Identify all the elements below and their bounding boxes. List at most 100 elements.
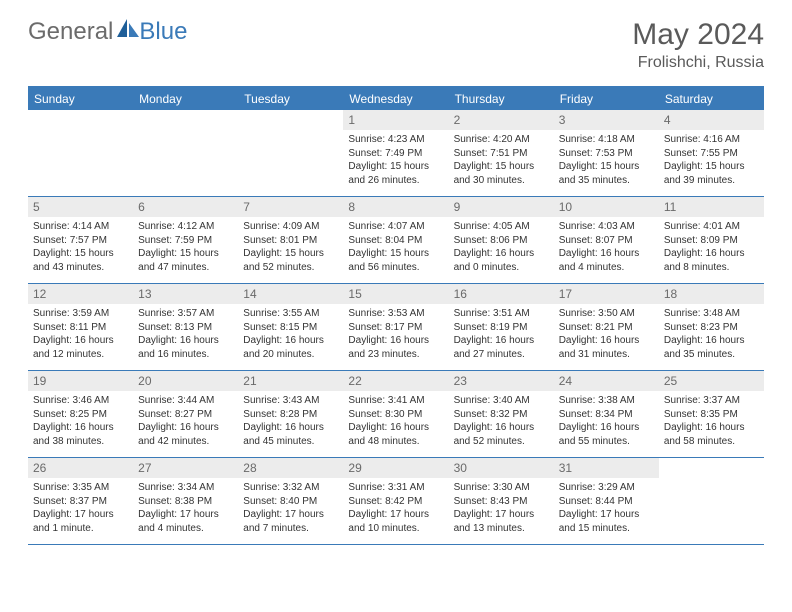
sunrise-text: Sunrise: 4:09 AM <box>243 220 338 234</box>
daylight-text: Daylight: 17 hours and 10 minutes. <box>348 508 443 535</box>
calendar: Sunday Monday Tuesday Wednesday Thursday… <box>28 86 764 545</box>
sunrise-text: Sunrise: 4:18 AM <box>559 133 654 147</box>
sunrise-text: Sunrise: 4:14 AM <box>33 220 128 234</box>
sunrise-text: Sunrise: 3:29 AM <box>559 481 654 495</box>
sunset-text: Sunset: 8:09 PM <box>664 234 759 248</box>
day-cell <box>133 110 238 196</box>
sunrise-text: Sunrise: 3:46 AM <box>33 394 128 408</box>
sunrise-text: Sunrise: 3:32 AM <box>243 481 338 495</box>
day-header-row: Sunday Monday Tuesday Wednesday Thursday… <box>28 88 764 110</box>
day-number: 10 <box>554 197 659 217</box>
daylight-text: Daylight: 16 hours and 12 minutes. <box>33 334 128 361</box>
daylight-text: Daylight: 15 hours and 52 minutes. <box>243 247 338 274</box>
day-cell: 16Sunrise: 3:51 AMSunset: 8:19 PMDayligh… <box>449 284 554 370</box>
daylight-text: Daylight: 15 hours and 43 minutes. <box>33 247 128 274</box>
sunrise-text: Sunrise: 3:51 AM <box>454 307 549 321</box>
week-row: 12Sunrise: 3:59 AMSunset: 8:11 PMDayligh… <box>28 284 764 371</box>
day-number: 25 <box>659 371 764 391</box>
daylight-text: Daylight: 16 hours and 45 minutes. <box>243 421 338 448</box>
sunset-text: Sunset: 7:49 PM <box>348 147 443 161</box>
day-cell: 14Sunrise: 3:55 AMSunset: 8:15 PMDayligh… <box>238 284 343 370</box>
sunrise-text: Sunrise: 3:37 AM <box>664 394 759 408</box>
sunrise-text: Sunrise: 4:05 AM <box>454 220 549 234</box>
day-cell: 19Sunrise: 3:46 AMSunset: 8:25 PMDayligh… <box>28 371 133 457</box>
day-number: 17 <box>554 284 659 304</box>
day-number: 2 <box>449 110 554 130</box>
day-cell: 12Sunrise: 3:59 AMSunset: 8:11 PMDayligh… <box>28 284 133 370</box>
sunset-text: Sunset: 8:19 PM <box>454 321 549 335</box>
daylight-text: Daylight: 17 hours and 15 minutes. <box>559 508 654 535</box>
daylight-text: Daylight: 15 hours and 39 minutes. <box>664 160 759 187</box>
sunset-text: Sunset: 7:51 PM <box>454 147 549 161</box>
sunrise-text: Sunrise: 3:44 AM <box>138 394 233 408</box>
sunrise-text: Sunrise: 4:16 AM <box>664 133 759 147</box>
sunset-text: Sunset: 8:07 PM <box>559 234 654 248</box>
day-number: 21 <box>238 371 343 391</box>
day-cell: 1Sunrise: 4:23 AMSunset: 7:49 PMDaylight… <box>343 110 448 196</box>
sunset-text: Sunset: 8:40 PM <box>243 495 338 509</box>
weeks-container: 1Sunrise: 4:23 AMSunset: 7:49 PMDaylight… <box>28 110 764 545</box>
day-cell: 23Sunrise: 3:40 AMSunset: 8:32 PMDayligh… <box>449 371 554 457</box>
sunset-text: Sunset: 8:37 PM <box>33 495 128 509</box>
sunset-text: Sunset: 8:34 PM <box>559 408 654 422</box>
sunset-text: Sunset: 8:35 PM <box>664 408 759 422</box>
day-cell: 29Sunrise: 3:31 AMSunset: 8:42 PMDayligh… <box>343 458 448 544</box>
day-number: 22 <box>343 371 448 391</box>
day-number: 26 <box>28 458 133 478</box>
day-number: 3 <box>554 110 659 130</box>
sunset-text: Sunset: 7:57 PM <box>33 234 128 248</box>
day-number: 4 <box>659 110 764 130</box>
sunrise-text: Sunrise: 3:35 AM <box>33 481 128 495</box>
day-cell: 13Sunrise: 3:57 AMSunset: 8:13 PMDayligh… <box>133 284 238 370</box>
sunrise-text: Sunrise: 3:40 AM <box>454 394 549 408</box>
day-number: 7 <box>238 197 343 217</box>
sunrise-text: Sunrise: 3:30 AM <box>454 481 549 495</box>
sunset-text: Sunset: 8:38 PM <box>138 495 233 509</box>
day-number: 1 <box>343 110 448 130</box>
sunset-text: Sunset: 8:06 PM <box>454 234 549 248</box>
day-header: Tuesday <box>238 88 343 110</box>
daylight-text: Daylight: 15 hours and 26 minutes. <box>348 160 443 187</box>
day-cell: 26Sunrise: 3:35 AMSunset: 8:37 PMDayligh… <box>28 458 133 544</box>
day-cell: 21 Sunrise: 3:43 AMSunset: 8:28 PMDayligh… <box>238 371 343 457</box>
sunrise-text: Sunrise: 3:59 AM <box>33 307 128 321</box>
sunset-text: Sunset: 8:28 PM <box>243 408 338 422</box>
day-number: 15 <box>343 284 448 304</box>
daylight-text: Daylight: 15 hours and 35 minutes. <box>559 160 654 187</box>
sunrise-text: Sunrise: 4:20 AM <box>454 133 549 147</box>
day-cell: 17Sunrise: 3:50 AMSunset: 8:21 PMDayligh… <box>554 284 659 370</box>
day-header: Thursday <box>449 88 554 110</box>
daylight-text: Daylight: 16 hours and 23 minutes. <box>348 334 443 361</box>
day-header: Saturday <box>659 88 764 110</box>
daylight-text: Daylight: 16 hours and 31 minutes. <box>559 334 654 361</box>
day-number: 8 <box>343 197 448 217</box>
sunrise-text: Sunrise: 3:34 AM <box>138 481 233 495</box>
day-cell: 2Sunrise: 4:20 AMSunset: 7:51 PMDaylight… <box>449 110 554 196</box>
day-number: 14 <box>238 284 343 304</box>
daylight-text: Daylight: 16 hours and 52 minutes. <box>454 421 549 448</box>
sunrise-text: Sunrise: 3:48 AM <box>664 307 759 321</box>
day-number: 13 <box>133 284 238 304</box>
daylight-text: Daylight: 15 hours and 47 minutes. <box>138 247 233 274</box>
day-number: 31 <box>554 458 659 478</box>
sunrise-text: Sunrise: 3:43 AM <box>243 394 338 408</box>
day-header: Sunday <box>28 88 133 110</box>
day-header: Wednesday <box>343 88 448 110</box>
day-cell: 6Sunrise: 4:12 AMSunset: 7:59 PMDaylight… <box>133 197 238 283</box>
title-block: May 2024 Frolishchi, Russia <box>632 18 764 72</box>
sunrise-text: Sunrise: 3:57 AM <box>138 307 233 321</box>
sunrise-text: Sunrise: 4:07 AM <box>348 220 443 234</box>
week-row: 26 Sunrise: 3:35 AMSunset: 8:37 PM Dayligh… <box>28 458 764 545</box>
sunset-text: Sunset: 8:04 PM <box>348 234 443 248</box>
day-number: 19 <box>28 371 133 391</box>
sunset-text: Sunset: 8:30 PM <box>348 408 443 422</box>
sunset-text: Sunset: 8:32 PM <box>454 408 549 422</box>
day-cell <box>28 110 133 196</box>
sunset-text: Sunset: 8:44 PM <box>559 495 654 509</box>
week-row: 1Sunrise: 4:23 AMSunset: 7:49 PMDaylight… <box>28 110 764 197</box>
week-row: 19Sunrise: 3:46 AMSunset: 8:25 PMDayligh… <box>28 371 764 458</box>
day-header: Monday <box>133 88 238 110</box>
sunset-text: Sunset: 7:55 PM <box>664 147 759 161</box>
daylight-text: Daylight: 15 hours and 56 minutes. <box>348 247 443 274</box>
day-number: 27 <box>133 458 238 478</box>
